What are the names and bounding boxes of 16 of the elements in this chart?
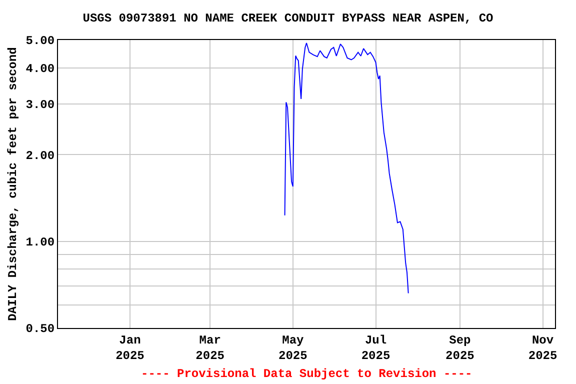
y-tick-label: 3.00 — [26, 98, 55, 112]
y-tick-label: 5.00 — [26, 34, 55, 48]
x-tick-label: Nov 2025 — [528, 333, 558, 363]
x-tick-label: Sep 2025 — [446, 333, 474, 363]
x-tick-label: May 2025 — [278, 333, 308, 363]
chart-title: USGS 09073891 NO NAME CREEK CONDUIT BYPASS NEAR ASPEN, CO — [82, 11, 494, 26]
text: ---- Provisional Data Subject to Revision ---- — [141, 367, 472, 381]
y-tick-label: 4.00 — [26, 62, 55, 76]
x-tick-label: Jul 2025 — [361, 333, 390, 363]
y-axis-title: DAILY Discharge, cubic feet per second — [6, 47, 20, 321]
x-tick-label: Jan 2025 — [116, 333, 144, 363]
x-tick-label: Mar 2025 — [196, 333, 224, 363]
y-tick-label: 1.00 — [26, 236, 55, 250]
y-tick-label: 0.50 — [26, 322, 55, 336]
line-series — [284, 42, 409, 294]
y-tick-label: 2.00 — [26, 148, 55, 163]
